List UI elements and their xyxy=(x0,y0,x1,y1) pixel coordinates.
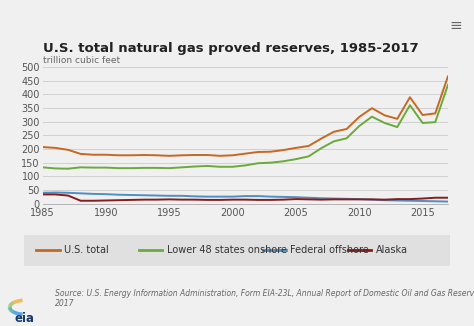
Text: Source: U.S. Energy Information Administration, Form EIA-23L, Annual Report of D: Source: U.S. Energy Information Administ… xyxy=(55,289,474,308)
Text: eia: eia xyxy=(15,312,35,325)
Text: trillion cubic feet: trillion cubic feet xyxy=(43,56,120,65)
Text: Federal offshore: Federal offshore xyxy=(290,245,369,255)
Text: Alaska: Alaska xyxy=(375,245,408,255)
Text: ≡: ≡ xyxy=(449,18,462,33)
Text: U.S. total natural gas proved reserves, 1985-2017: U.S. total natural gas proved reserves, … xyxy=(43,42,418,55)
Text: Lower 48 states onshore: Lower 48 states onshore xyxy=(167,245,287,255)
Text: U.S. total: U.S. total xyxy=(64,245,109,255)
